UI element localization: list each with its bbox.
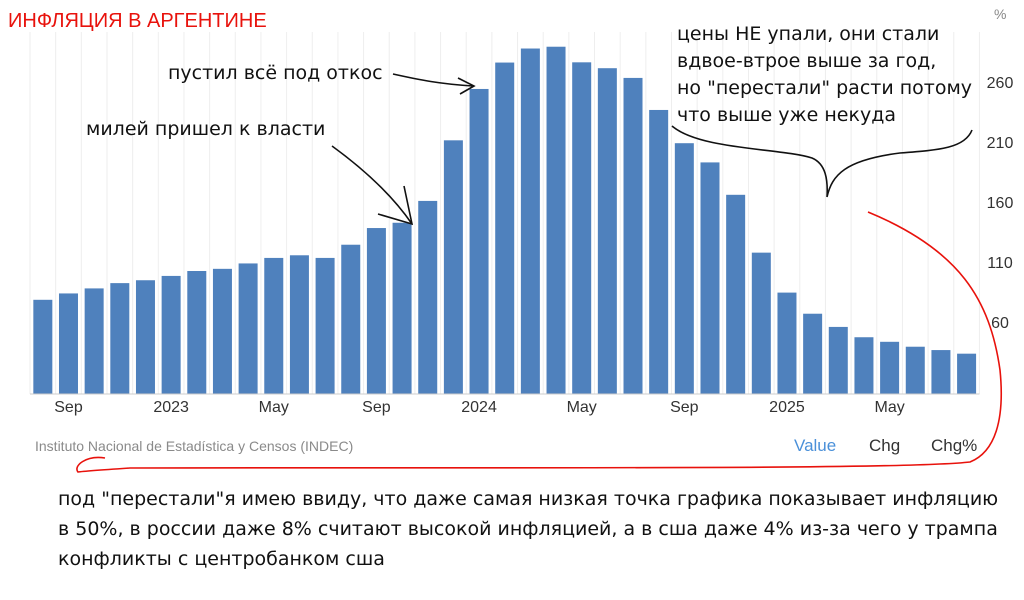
bar-2023-03 — [212, 268, 232, 394]
bar-2025-06 — [905, 346, 925, 394]
bar-2022-12 — [135, 280, 155, 394]
x-tick-2024-05: May — [567, 399, 597, 416]
data-source: Instituto Nacional de Estadística y Cens… — [35, 438, 354, 454]
tab-value[interactable]: Value — [794, 436, 837, 455]
y-tick-60: 60 — [991, 315, 1009, 332]
x-tick-2022-09: Sep — [54, 399, 83, 416]
bar-2023-04 — [238, 263, 258, 394]
bar-2025-03 — [828, 326, 848, 394]
x-tick-2023-05: May — [259, 399, 289, 416]
arrow-milei-head — [377, 185, 414, 226]
arrow-milei-stroke — [331, 145, 413, 225]
bar-2024-06 — [597, 68, 617, 394]
bar-2025-02 — [803, 313, 823, 394]
bar-2023-10 — [392, 222, 412, 394]
chart-bars — [33, 46, 977, 395]
bar-2024-03 — [520, 48, 540, 395]
bar-2023-02 — [187, 271, 207, 394]
bar-2022-08 — [33, 299, 53, 394]
bar-2024-10 — [700, 162, 720, 394]
bar-2022-09 — [58, 293, 78, 394]
x-tick-2023-09: Sep — [362, 399, 391, 416]
bar-2022-10 — [84, 288, 104, 394]
y-tick-260: 260 — [987, 75, 1014, 92]
bar-2024-08 — [649, 109, 669, 395]
bar-2023-07 — [315, 257, 335, 394]
arrow-peak-stroke — [392, 73, 474, 87]
bar-2023-08 — [341, 244, 361, 394]
bar-2024-07 — [623, 77, 643, 395]
annotation-downhill: пустил всё под откос — [168, 62, 383, 84]
bar-2024-11 — [726, 194, 746, 394]
bar-2025-08 — [957, 353, 977, 394]
chart-title: ИНФЛЯЦИЯ В АРГЕНТИНЕ — [8, 10, 267, 32]
bar-2023-09 — [366, 228, 386, 394]
y-tick-110: 110 — [987, 255, 1013, 272]
bar-2024-01 — [469, 88, 489, 395]
annotation-right-line-2: вдвое-втрое выше за год, — [677, 50, 937, 72]
annotation-right-line-4: что выше уже некуда — [677, 104, 896, 126]
y-unit-label: % — [994, 6, 1007, 22]
black-brace-stroke — [671, 125, 973, 198]
bar-2024-05 — [572, 62, 592, 394]
x-tick-2025-01: 2025 — [769, 399, 805, 416]
x-tick-2025-05: May — [874, 399, 904, 416]
y-tick-160: 160 — [987, 195, 1014, 212]
hand-drawn-annotations — [76, 73, 1003, 473]
x-tick-2024-09: Sep — [670, 399, 699, 416]
bar-2023-01 — [161, 275, 181, 394]
tab-chg[interactable]: Chg — [869, 436, 901, 455]
bar-2022-11 — [110, 283, 130, 394]
x-tick-labels: Sep 2023 May Sep 2024 May Sep 2025 May — [54, 399, 904, 416]
x-tick-2024-01: 2024 — [461, 399, 497, 416]
red-bracket-stroke — [76, 211, 1003, 473]
bar-2023-05 — [264, 257, 284, 394]
bar-2025-05 — [880, 341, 900, 394]
bar-2024-02 — [495, 62, 515, 395]
arrow-peak-head — [457, 77, 476, 95]
bar-2023-11 — [418, 200, 438, 394]
annotation-right-line-1: цены НЕ упали, они стали — [677, 23, 940, 45]
bar-2025-01 — [777, 292, 797, 394]
x-tick-2023-01: 2023 — [153, 399, 189, 416]
chart-gridlines — [29, 32, 980, 394]
bar-2023-12 — [443, 140, 463, 394]
bottom-comment: под "перестали"я имею ввиду, что даже са… — [58, 488, 999, 570]
bar-2024-09 — [674, 143, 694, 394]
bar-2024-04 — [546, 46, 566, 394]
bar-2023-06 — [289, 255, 309, 394]
y-tick-210: 210 — [987, 135, 1014, 152]
bar-2024-12 — [751, 252, 771, 394]
bar-2025-04 — [854, 337, 874, 394]
annotation-milei: милей пришел к власти — [86, 118, 326, 140]
bar-2025-07 — [931, 350, 951, 394]
y-tick-labels: 60 110 160 210 260 — [987, 75, 1014, 332]
annotation-right-line-3: но "перестали" расти потому — [677, 77, 973, 99]
tab-chg-percent[interactable]: Chg% — [931, 436, 978, 455]
